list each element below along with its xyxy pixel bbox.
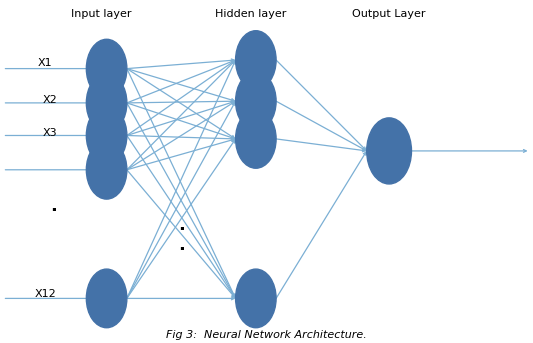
Ellipse shape	[86, 106, 127, 165]
Ellipse shape	[236, 72, 276, 130]
Ellipse shape	[86, 74, 127, 132]
Text: X1: X1	[37, 58, 52, 69]
Text: Fig 3:  Neural Network Architecture.: Fig 3: Neural Network Architecture.	[166, 330, 367, 340]
Ellipse shape	[367, 118, 411, 184]
Text: X2: X2	[43, 95, 58, 105]
Text: Hidden layer: Hidden layer	[215, 9, 286, 19]
Text: Output Layer: Output Layer	[352, 9, 426, 19]
Text: .: .	[50, 197, 56, 215]
Ellipse shape	[86, 141, 127, 199]
Ellipse shape	[236, 269, 276, 328]
Ellipse shape	[86, 269, 127, 328]
Ellipse shape	[236, 110, 276, 168]
Text: X12: X12	[35, 289, 56, 299]
Text: .: .	[178, 216, 184, 234]
Text: X3: X3	[43, 128, 57, 138]
Text: Input layer: Input layer	[71, 9, 132, 19]
Ellipse shape	[236, 31, 276, 89]
Ellipse shape	[86, 39, 127, 98]
Text: .: .	[178, 236, 184, 254]
